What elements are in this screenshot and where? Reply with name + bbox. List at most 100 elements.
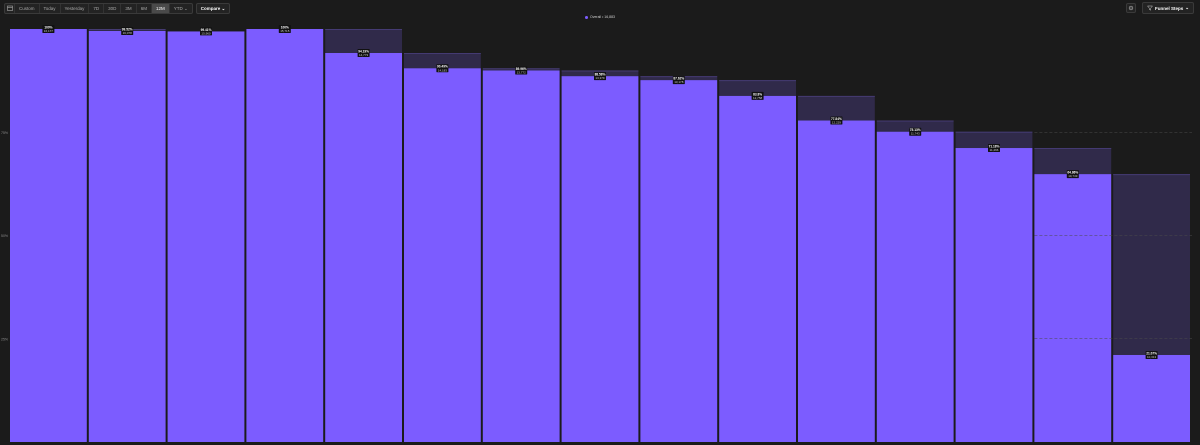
- data-label-box: [436, 64, 449, 73]
- data-label-count: 11,266: [990, 148, 999, 152]
- range-today-button[interactable]: Today: [40, 3, 61, 13]
- dropoff-bar-top: [1034, 148, 1112, 150]
- data-label-box: [594, 72, 606, 81]
- data-label-count: 10,749: [1068, 174, 1078, 178]
- range-ytd-button[interactable]: YTD ⌄: [170, 4, 192, 13]
- dropoff-bar-top: [955, 131, 1033, 133]
- funnel-bar: [246, 29, 324, 442]
- compare-button[interactable]: Compare ⌄: [195, 2, 231, 14]
- funnel-bar: [955, 148, 1033, 442]
- data-label-count: 15,960: [201, 31, 211, 35]
- data-label-box: [200, 27, 212, 36]
- dropoff-bar: [876, 120, 954, 132]
- funnel-bar: [325, 52, 402, 442]
- data-label-box: [830, 116, 843, 125]
- funnel-bar: [876, 131, 954, 442]
- data-label-count: 16,177: [44, 29, 54, 33]
- data-label-count: 13,772: [517, 70, 527, 74]
- data-label-percent: 89.96%: [516, 67, 527, 71]
- data-label-box: [515, 66, 528, 75]
- dropoff-bar: [719, 80, 796, 96]
- data-label-box: [42, 25, 55, 33]
- funnel-bar: [719, 95, 796, 442]
- compare-label: Compare: [200, 5, 221, 11]
- data-label-percent: 94.19%: [358, 49, 369, 53]
- data-label-count: 14,773: [359, 53, 369, 57]
- data-label-box: [357, 48, 370, 57]
- chevron-down-icon: ⌄: [1185, 5, 1189, 10]
- date-range-toolbar: Custom Today Yesterday 7D 30D 3M 6M 12M …: [4, 2, 231, 14]
- funnel-bar: [167, 31, 245, 442]
- dropoff-bar-top: [325, 29, 402, 30]
- dropoff-bar: [325, 29, 402, 53]
- dropoff-bar: [798, 95, 875, 121]
- chart-tools: Funnel Steps ⌄: [1125, 2, 1194, 14]
- data-label-percent: 21.07%: [1146, 351, 1157, 355]
- data-label-percent: 100%: [281, 25, 289, 29]
- data-label-count: 12,758: [753, 96, 763, 100]
- date-range-selector: Custom Today Yesterday 7D 30D 3M 6M 12M …: [4, 2, 193, 14]
- data-label-percent: 75.13%: [910, 128, 921, 132]
- y-tick-label: 50%: [1, 234, 8, 238]
- data-label-box: [1066, 170, 1079, 179]
- calendar-button[interactable]: [5, 3, 15, 13]
- data-label-box: [121, 26, 134, 35]
- legend-label: Overall • 16,883: [590, 15, 615, 19]
- funnel-bar: [1113, 354, 1190, 442]
- data-label-percent: 83.8%: [753, 92, 762, 96]
- dropoff-bar-top: [719, 80, 796, 82]
- range-yesterday-button[interactable]: Yesterday: [61, 3, 90, 13]
- data-label-percent: 71.18%: [989, 144, 1000, 148]
- data-label-box: [1145, 350, 1158, 359]
- dropoff-bar-top: [404, 52, 481, 54]
- data-label-percent: 64.86%: [1067, 171, 1078, 175]
- data-label-percent: 87.62%: [673, 77, 684, 81]
- data-label-count: 13,379: [595, 76, 605, 80]
- data-label-percent: 99.52%: [122, 27, 133, 31]
- range-30d-button[interactable]: 30D: [104, 3, 122, 13]
- data-label-percent: 77.84%: [831, 117, 842, 121]
- chevron-down-icon: ⌄: [221, 5, 226, 11]
- range-ytd-label: YTD: [173, 5, 183, 11]
- funnel-icon: [1146, 5, 1153, 11]
- funnel-bar: [561, 76, 639, 442]
- funnel-steps-label: Funnel Steps: [1154, 5, 1184, 11]
- range-7d-button[interactable]: 7D: [89, 3, 105, 13]
- funnel-steps-selector[interactable]: Funnel Steps ⌄: [1141, 2, 1194, 14]
- dropoff-bar: [1034, 148, 1112, 175]
- data-label-count: 10,313: [1147, 355, 1157, 359]
- data-label-percent: 99.41%: [201, 28, 212, 32]
- chevron-down-icon: ⌄: [183, 5, 188, 11]
- data-label-percent: 100%: [44, 25, 52, 29]
- data-label-percent: 88.58%: [595, 73, 606, 77]
- funnel-bar: [640, 80, 718, 443]
- data-label-count: 12,229: [832, 121, 842, 125]
- funnel-bar: [10, 29, 87, 442]
- data-label-count: 13,178: [674, 80, 684, 84]
- gear-icon: [1128, 5, 1134, 11]
- y-tick-label: 25%: [1, 337, 8, 341]
- data-label-box: [751, 91, 764, 100]
- range-6m-button[interactable]: 6M: [137, 3, 152, 13]
- range-custom-button[interactable]: Custom: [15, 3, 40, 13]
- data-label-box: [988, 144, 1000, 153]
- chart-legend: Overall • 16,883: [0, 15, 1200, 19]
- calendar-icon: [6, 5, 13, 11]
- data-label-box: [278, 25, 291, 33]
- data-label-box: [909, 127, 922, 136]
- data-label-box: [672, 76, 685, 85]
- funnel-bar: [798, 120, 875, 442]
- range-12m-button[interactable]: 12M: [151, 3, 170, 13]
- dropoff-bar-top: [798, 95, 875, 97]
- range-3m-button[interactable]: 3M: [121, 3, 137, 13]
- dropoff-bar: [404, 52, 481, 69]
- data-label-percent: 90.49%: [437, 65, 448, 69]
- dropoff-bar-top: [876, 120, 954, 122]
- y-tick-label: 75%: [1, 131, 8, 135]
- data-label-count: 16,078: [123, 31, 133, 35]
- chart-settings-button[interactable]: [1125, 3, 1136, 13]
- data-label-count: 15,715: [280, 29, 290, 33]
- funnel-bar: [1034, 174, 1112, 442]
- dropoff-bar: [1113, 174, 1190, 355]
